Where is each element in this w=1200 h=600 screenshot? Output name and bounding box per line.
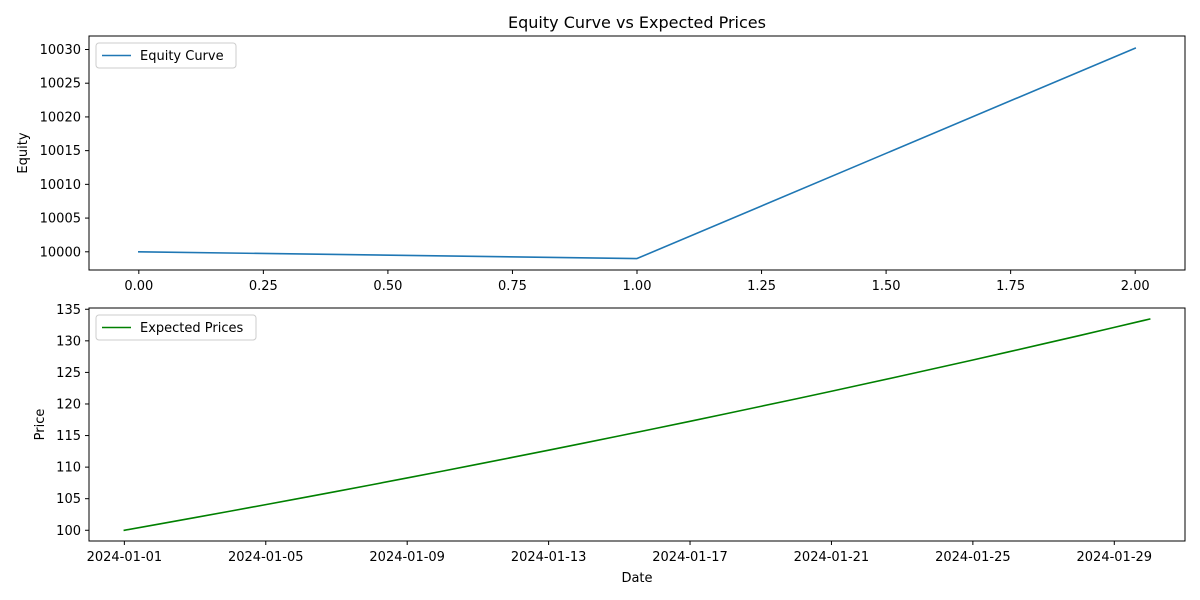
legend-box <box>95 314 257 341</box>
figure-title: Equity Curve vs Expected Prices <box>508 13 766 32</box>
x-tick-label: 0.25 <box>249 279 278 294</box>
legend-label: Expected Prices <box>140 321 243 336</box>
subplot-1: 0.00 0.25 0.50 0.75 1.00 1.25 1.50 1.75 2.00 1000… <box>16 35 1186 294</box>
y-tick-label: 110 <box>56 461 81 476</box>
x-tick-label: 2024-01-17 <box>652 550 728 565</box>
x-tick-label: 2024-01-29 <box>1077 550 1153 565</box>
x-tick-label: 1.25 <box>747 279 776 294</box>
y-tick-label: 10000 <box>40 245 81 260</box>
subplot-2: 2024-01-01 2024-01-05 2024-01-09 2024-01-13… <box>33 303 1186 586</box>
series-line-1-1 <box>138 47 1137 260</box>
x-tick-label: 2024-01-01 <box>87 550 163 565</box>
axes-frame <box>88 35 1186 271</box>
y-tick-label: 10020 <box>40 110 81 125</box>
x-tick-label: 0.00 <box>124 279 153 294</box>
legend-box <box>95 42 237 69</box>
x-tick-label: 2024-01-05 <box>228 550 304 565</box>
y-tick-label: 120 <box>56 397 81 412</box>
y-tick-label: 115 <box>56 429 81 444</box>
x-tick-label: 2024-01-21 <box>794 550 870 565</box>
x-tick-label: 2024-01-09 <box>369 550 445 565</box>
series-line-2-1 <box>123 318 1151 532</box>
y-axis-label: Equity <box>16 132 31 173</box>
y-tick-label: 10010 <box>40 178 81 193</box>
y-tick-label: 130 <box>56 334 81 349</box>
y-axis-label: Price <box>33 409 48 441</box>
x-tick-label: 2024-01-25 <box>935 550 1011 565</box>
x-axis-label: Date <box>621 571 652 586</box>
y-tick-label: 135 <box>56 303 81 318</box>
panels: 0.00 0.25 0.50 0.75 1.00 1.25 1.50 1.75 2.00 1000… <box>16 35 1186 586</box>
y-tick-label: 10025 <box>40 77 81 92</box>
y-tick-label: 10005 <box>40 212 81 227</box>
y-tick-label: 100 <box>56 524 81 539</box>
legend: Expected Prices <box>95 314 257 341</box>
y-tick-label: 10030 <box>40 43 81 58</box>
x-tick-label: 2.00 <box>1121 279 1150 294</box>
axes-frame <box>88 307 1186 542</box>
legend-label: Equity Curve <box>140 49 224 64</box>
y-tick-label: 125 <box>56 366 81 381</box>
y-tick-label: 10015 <box>40 144 81 159</box>
y-tick-label: 105 <box>56 492 81 507</box>
x-tick-label: 1.50 <box>872 279 901 294</box>
x-tick-label: 0.75 <box>498 279 527 294</box>
x-tick-label: 0.50 <box>373 279 402 294</box>
x-tick-label: 1.75 <box>996 279 1025 294</box>
legend: Equity Curve <box>95 42 237 69</box>
x-tick-label: 1.00 <box>623 279 652 294</box>
x-tick-label: 2024-01-13 <box>511 550 587 565</box>
